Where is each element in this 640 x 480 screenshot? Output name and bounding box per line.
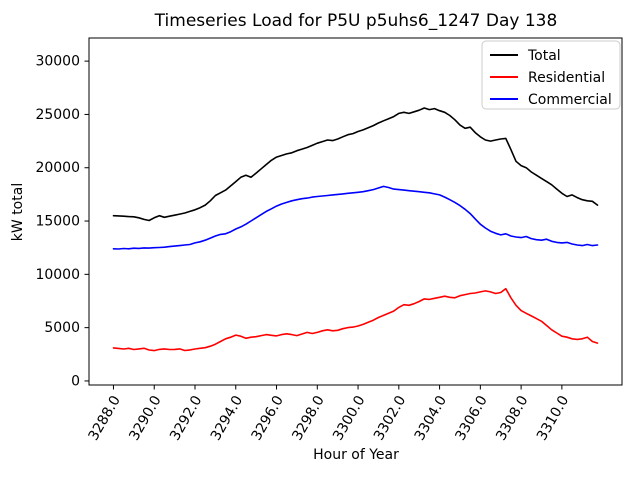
x-tick-label: 3290.0 bbox=[126, 393, 164, 443]
chart-title: Timeseries Load for P5U p5uhs6_1247 Day … bbox=[154, 11, 558, 31]
legend-box bbox=[481, 40, 621, 110]
x-tick-label: 3294.0 bbox=[208, 393, 246, 443]
y-tick-label: 5000 bbox=[44, 320, 80, 336]
series-lines bbox=[112, 107, 599, 352]
series-line-total bbox=[112, 107, 599, 222]
legend-label-commercial: Commercial bbox=[528, 92, 612, 108]
y-tick-label: 15000 bbox=[35, 214, 80, 230]
x-axis-ticks: 3288.0 3290.0 3292.0 3294.0 3296.0 3298.0 3300… bbox=[86, 385, 572, 443]
y-tick-label: 10000 bbox=[35, 267, 80, 283]
x-tick-label: 3298.0 bbox=[289, 393, 327, 443]
x-tick-label: 3308.0 bbox=[493, 393, 531, 443]
y-axis-label: kW total bbox=[10, 183, 26, 241]
legend: Total Residential Commercial bbox=[481, 40, 621, 110]
x-tick-label: 3296.0 bbox=[249, 393, 287, 443]
x-tick-label: 3300.0 bbox=[330, 393, 368, 443]
legend-label-total: Total bbox=[527, 48, 561, 64]
series-line-commercial bbox=[112, 185, 599, 250]
x-axis-label: Hour of Year bbox=[313, 447, 399, 463]
series-line-residential bbox=[112, 287, 599, 352]
x-tick-label: 3288.0 bbox=[86, 393, 124, 443]
x-tick-label: 3310.0 bbox=[534, 393, 572, 443]
y-tick-label: 25000 bbox=[35, 107, 80, 123]
y-tick-label: 30000 bbox=[35, 54, 80, 70]
y-tick-label: 0 bbox=[71, 373, 80, 389]
legend-label-residential: Residential bbox=[528, 70, 605, 86]
x-tick-label: 3292.0 bbox=[167, 393, 205, 443]
x-tick-label: 3306.0 bbox=[452, 393, 490, 443]
x-tick-label: 3302.0 bbox=[371, 393, 409, 443]
y-tick-label: 20000 bbox=[35, 160, 80, 176]
y-axis-ticks: 0 5000 10000 15000 20000 25000 30000 bbox=[35, 54, 89, 389]
plot-area-border bbox=[88, 37, 623, 386]
x-tick-label: 3304.0 bbox=[412, 393, 450, 443]
